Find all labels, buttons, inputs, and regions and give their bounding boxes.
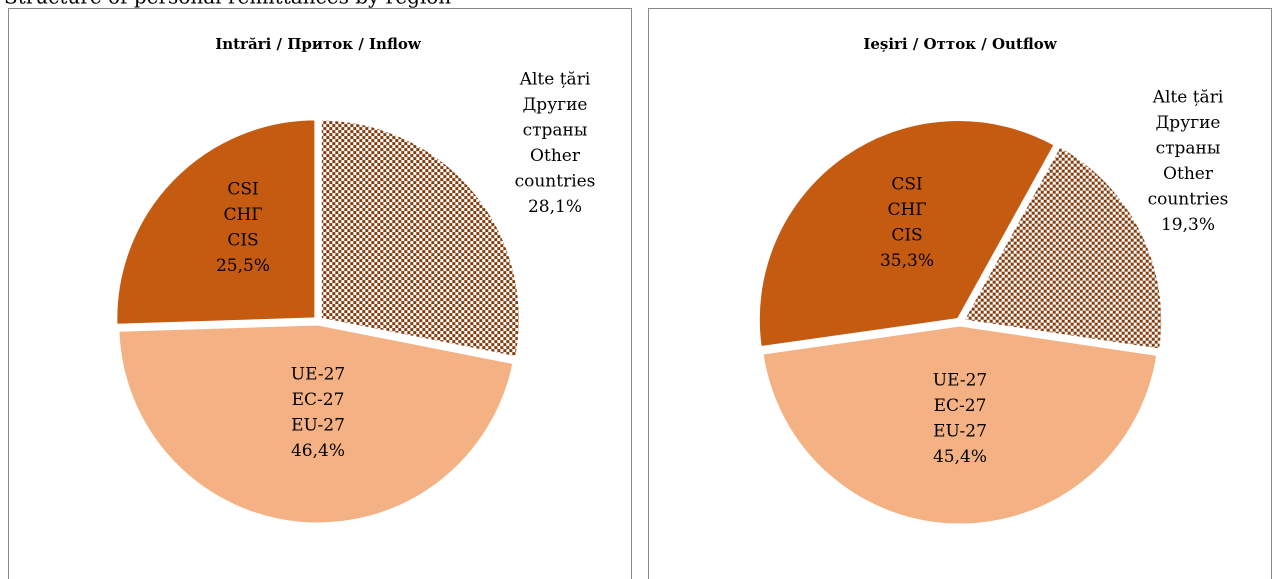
slice-label: CSI bbox=[227, 180, 258, 200]
slice-label: страны bbox=[523, 121, 588, 141]
slice-label: Other bbox=[530, 146, 581, 166]
pie-slice bbox=[756, 118, 1058, 350]
page-title: Structure of personal remittances by reg… bbox=[4, 0, 451, 9]
slice-label: CIS bbox=[227, 231, 258, 251]
slice-label: EU-27 bbox=[291, 416, 345, 436]
chart-title: Ieșiri / Отток / Outflow bbox=[863, 35, 1057, 53]
pie-slice bbox=[760, 323, 1160, 527]
slice-label: Alte țări bbox=[519, 70, 591, 90]
slice-label: UE-27 bbox=[933, 371, 987, 391]
pie-slice bbox=[114, 117, 318, 327]
slice-label: EC-27 bbox=[292, 390, 345, 410]
slice-label: СНГ bbox=[223, 205, 262, 225]
slice-label: СНГ bbox=[887, 200, 926, 220]
pie-slice bbox=[960, 143, 1165, 352]
slice-label: Other bbox=[1163, 164, 1214, 184]
slice-value-label: 35,3% bbox=[880, 251, 934, 271]
slice-label: страны bbox=[1156, 139, 1221, 159]
slice-value-label: 25,5% bbox=[216, 256, 270, 276]
slice-label: CIS bbox=[891, 226, 922, 246]
slice-label: Другие bbox=[522, 95, 587, 115]
chart-title: Intrări / Приток / Inflow bbox=[215, 35, 422, 53]
slice-value-label: 28,1% bbox=[528, 197, 582, 217]
pie-slice bbox=[116, 322, 516, 526]
slice-value-label: 19,3% bbox=[1161, 215, 1215, 235]
slice-label: countries bbox=[515, 172, 596, 192]
slice-label: UE-27 bbox=[291, 365, 345, 385]
panel-frame bbox=[8, 8, 632, 579]
panel-frame bbox=[648, 8, 1272, 579]
slice-label: EC-27 bbox=[934, 396, 987, 416]
slice-label: CSI bbox=[891, 175, 922, 195]
slice-label: countries bbox=[1148, 190, 1229, 210]
slice-value-label: 45,4% bbox=[933, 447, 987, 467]
slice-label: EU-27 bbox=[933, 422, 987, 442]
slice-value-label: 46,4% bbox=[291, 441, 345, 461]
pie-slice bbox=[318, 117, 522, 360]
slice-label: Другие bbox=[1155, 113, 1220, 133]
slice-label: Alte țări bbox=[1152, 88, 1224, 108]
